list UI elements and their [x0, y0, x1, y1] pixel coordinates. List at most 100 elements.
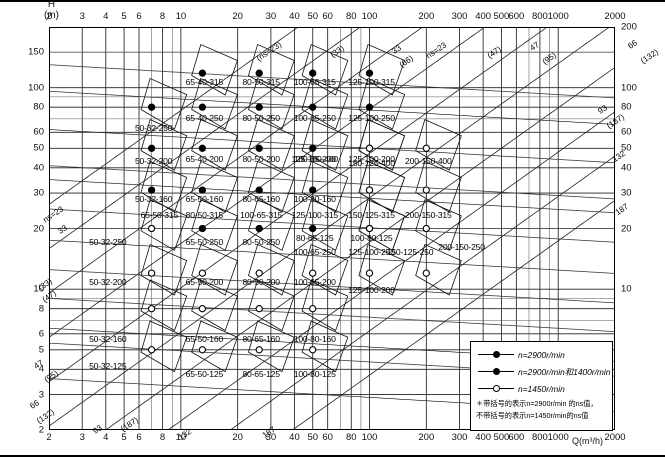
x-tick-top: 60: [322, 11, 333, 22]
x-tick-bottom: 50: [307, 432, 319, 443]
x-tick-bottom: 400: [475, 432, 492, 443]
y-tick-left: 100: [28, 81, 44, 93]
pump-model-label: 80-65-125: [296, 232, 334, 243]
pump-model-label: 100-65-250: [293, 113, 336, 124]
legend-note-line2: 不带括号的表示n=1450r/min的ns值: [476, 410, 589, 420]
pump-model-label: 80-50-315: [242, 77, 280, 88]
x-tick-bottom: 5: [121, 432, 127, 443]
x-tick-top: 6: [136, 11, 142, 22]
x-tick-bottom: 2: [46, 432, 52, 443]
y-tick-right: 10: [621, 283, 632, 295]
y-tick-right: 100: [621, 81, 637, 93]
x-tick-bottom: 2000: [604, 432, 626, 443]
pump-model-label: 80-50-250: [242, 236, 280, 247]
pump-model-label: 65-50-125: [185, 369, 224, 380]
pump-model-label: 80-65-125: [242, 369, 280, 380]
pump-model-label: 50-32-125: [89, 361, 127, 372]
pump-model-label: 50-32-200: [89, 277, 127, 288]
x-tick-bottom: 3: [79, 432, 85, 443]
pump-model-label: 150-125-400: [348, 157, 395, 168]
x-tick-top: 600: [508, 11, 525, 22]
pump-model-label: 80-50-315: [185, 209, 224, 220]
legend-note-line1: ＊带括号的表示n=2900r/min 的ns值，: [476, 399, 598, 408]
pump-model-label: 125-100-315: [291, 209, 339, 220]
x-tick-bottom: 300: [451, 432, 468, 443]
x-tick-top: 3: [79, 11, 85, 22]
pump-model-label: 65-50-160: [185, 333, 224, 344]
y-tick-left: 50: [33, 142, 44, 154]
legend-item: n=2900r/min和1400r/min: [476, 363, 611, 380]
legend: n=2900r/min n=2900r/min和1400r/min n=1450…: [470, 341, 613, 431]
pump-model-label: 65-40-250: [185, 113, 224, 124]
x-tick-top: 400: [475, 11, 492, 22]
y-tick-right: 40: [621, 162, 632, 174]
x-tick-top: 8: [159, 11, 166, 22]
pump-model-label: 150-125-315: [348, 209, 395, 220]
pump-model-label: 65-50-250: [185, 236, 224, 247]
pump-model-label: 100-65-250: [293, 246, 336, 257]
x-tick-bottom: 800: [531, 432, 548, 443]
x-tick-top: 40: [289, 11, 300, 22]
pump-model-label: 80-50-200: [242, 154, 280, 165]
x-tick-bottom: 1000: [547, 432, 569, 443]
y-axis-title: H (m): [44, 0, 59, 21]
x-tick-top: 50: [307, 11, 319, 22]
bottom-rule: [0, 455, 665, 457]
x-tick-top: 1000: [547, 11, 569, 22]
y-tick-right: 60: [621, 126, 632, 138]
legend-label: n=2900r/min和1400r/min: [518, 366, 611, 377]
y-tick-left: 40: [33, 162, 44, 174]
x-tick-top: 2: [46, 11, 52, 22]
y-tick-left: 4: [38, 363, 44, 375]
x-tick-bottom: 500: [493, 432, 510, 443]
pump-model-label: 125-100-250: [348, 113, 395, 124]
pump-model-label: 100-65-315: [240, 209, 283, 220]
legend-label: n=1450r/min: [518, 383, 565, 394]
x-tick-top: 300: [451, 11, 468, 22]
pump-model-label: 50-32-160: [89, 333, 127, 344]
pump-model-label: 80-65-160: [242, 333, 280, 344]
top-rule: [0, 0, 665, 2]
pump-model-label: 125-100-400: [291, 154, 339, 165]
pump-model-label: 100-65-200: [293, 277, 336, 288]
pump-model-label: 80-65-160: [242, 194, 280, 205]
legend-item: n=1450r/min: [476, 380, 607, 397]
x-tick-top: 200: [418, 11, 435, 22]
y-axis-title-unit: (m): [44, 9, 59, 21]
y-tick-left: 8: [38, 302, 44, 314]
pump-model-label: 200-150-250: [438, 241, 485, 252]
pump-model-label: 100-65-315: [293, 77, 336, 88]
x-tick-top: 80: [345, 11, 357, 22]
x-tick-bottom: 600: [508, 432, 525, 443]
y-tick-right: 50: [621, 142, 632, 154]
x-tick-bottom: 10: [175, 432, 187, 443]
x-tick-bottom: 80: [345, 432, 357, 443]
pump-model-label: 65-50-315: [140, 209, 179, 220]
x-tick-bottom: 100: [361, 432, 378, 443]
y-tick-right: 80: [621, 101, 632, 113]
pump-model-label: 100-80-160: [293, 333, 336, 344]
y-tick-left: 10: [33, 283, 44, 295]
x-tick-bottom: 60: [322, 432, 333, 443]
pump-model-label: 50-32-160: [134, 194, 173, 205]
x-tick-top: 100: [361, 11, 378, 22]
y-tick-left: 3: [38, 388, 44, 400]
x-tick-bottom: 8: [159, 432, 166, 443]
y-tick-left: 6: [38, 328, 44, 340]
pump-model-label: 100-80-160: [293, 194, 336, 205]
x-tick-top: 10: [175, 11, 187, 22]
x-tick-top: 2000: [604, 11, 626, 22]
pump-model-label: 50-32-200: [134, 155, 173, 166]
x-tick-top: 4: [103, 11, 109, 22]
plot-frame: [49, 27, 615, 430]
x-tick-bottom: 6: [136, 432, 142, 443]
x-tick-bottom: 40: [289, 432, 300, 443]
y-axis-title-symbol: H: [47, 0, 56, 10]
pump-model-label: 50-32-250: [89, 236, 127, 247]
pump-model-label: 150-125-250: [386, 246, 434, 257]
x-tick-top: 20: [232, 11, 243, 22]
legend-label: n=2900r/min: [518, 349, 565, 360]
legend-item: n=2900r/min: [476, 346, 607, 363]
pump-model-label: 65-50-200: [185, 277, 224, 288]
pump-model-label: 125-100-200: [348, 284, 395, 295]
